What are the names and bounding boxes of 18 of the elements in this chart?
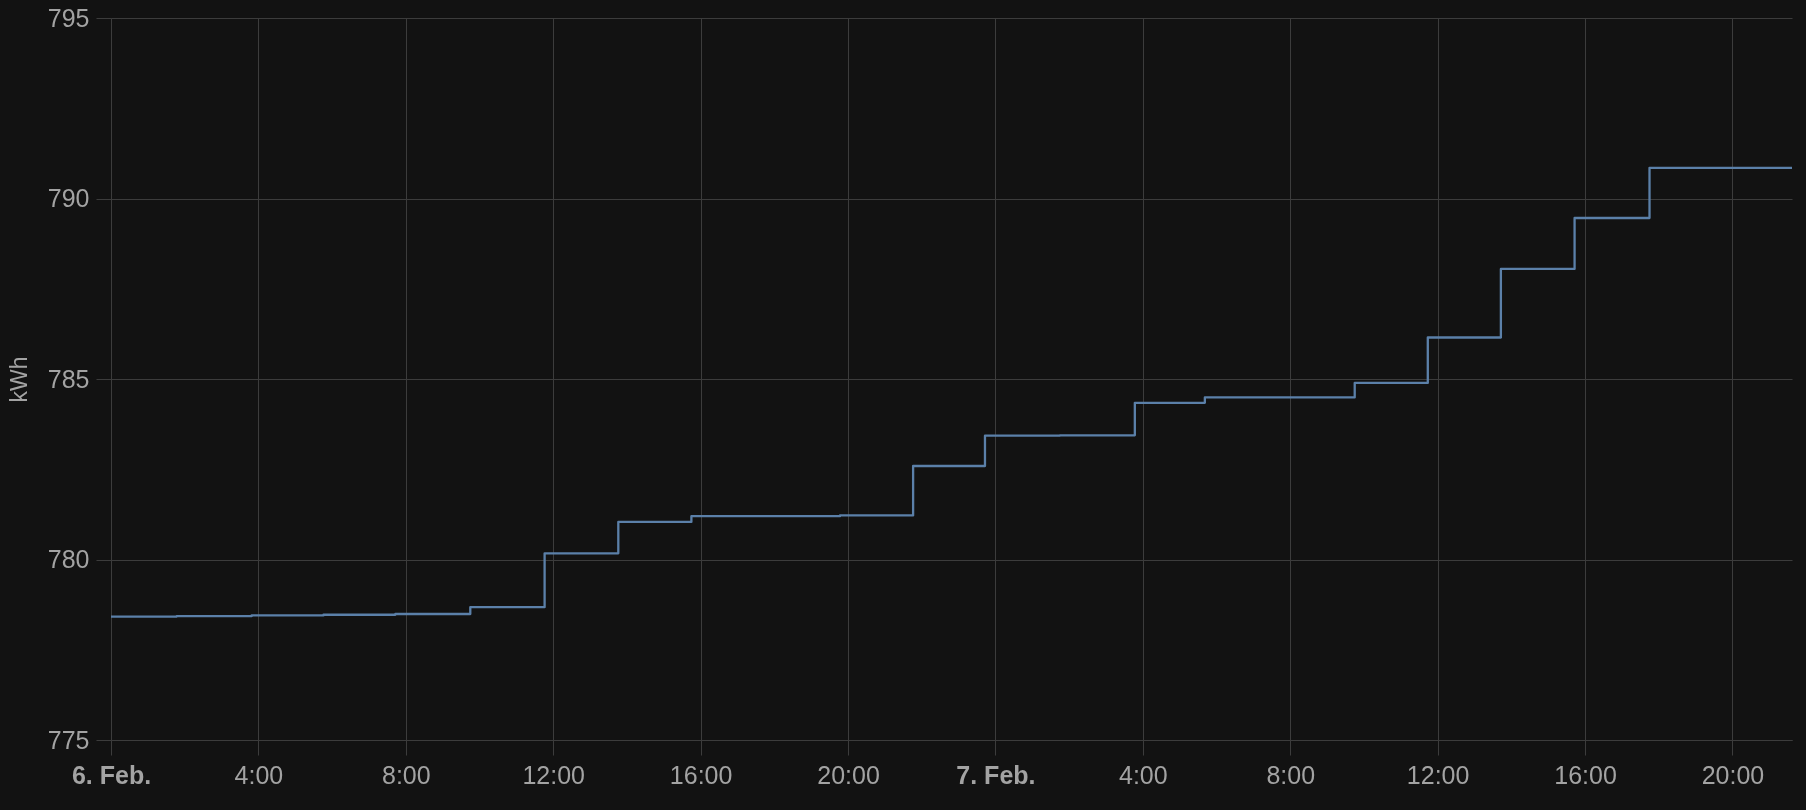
y-axis-title: kWh bbox=[5, 356, 32, 403]
y-tick-label: 775 bbox=[47, 725, 90, 754]
x-tick-label: 7. Feb. bbox=[956, 760, 1036, 789]
y-tick-label: 790 bbox=[47, 184, 90, 212]
x-tick-label: 12:00 bbox=[1406, 760, 1470, 789]
x-tick-label: 6. Feb. bbox=[71, 760, 152, 789]
x-tick-label: 8:00 bbox=[1266, 760, 1316, 789]
x-tick-label: 4:00 bbox=[234, 760, 284, 789]
x-tick-label: 20:00 bbox=[817, 760, 880, 789]
x-tick-label: 20:00 bbox=[1701, 760, 1765, 789]
y-tick-label: 785 bbox=[47, 364, 90, 393]
x-tick-label: 16:00 bbox=[1554, 760, 1617, 789]
x-tick-label: 12:00 bbox=[522, 760, 585, 789]
x-tick-label: 16:00 bbox=[669, 760, 733, 789]
y-tick-label: 780 bbox=[47, 545, 90, 573]
x-tick-label: 8:00 bbox=[381, 760, 431, 789]
x-tick-label: 4:00 bbox=[1118, 760, 1168, 789]
y-tick-label: 795 bbox=[47, 3, 90, 32]
